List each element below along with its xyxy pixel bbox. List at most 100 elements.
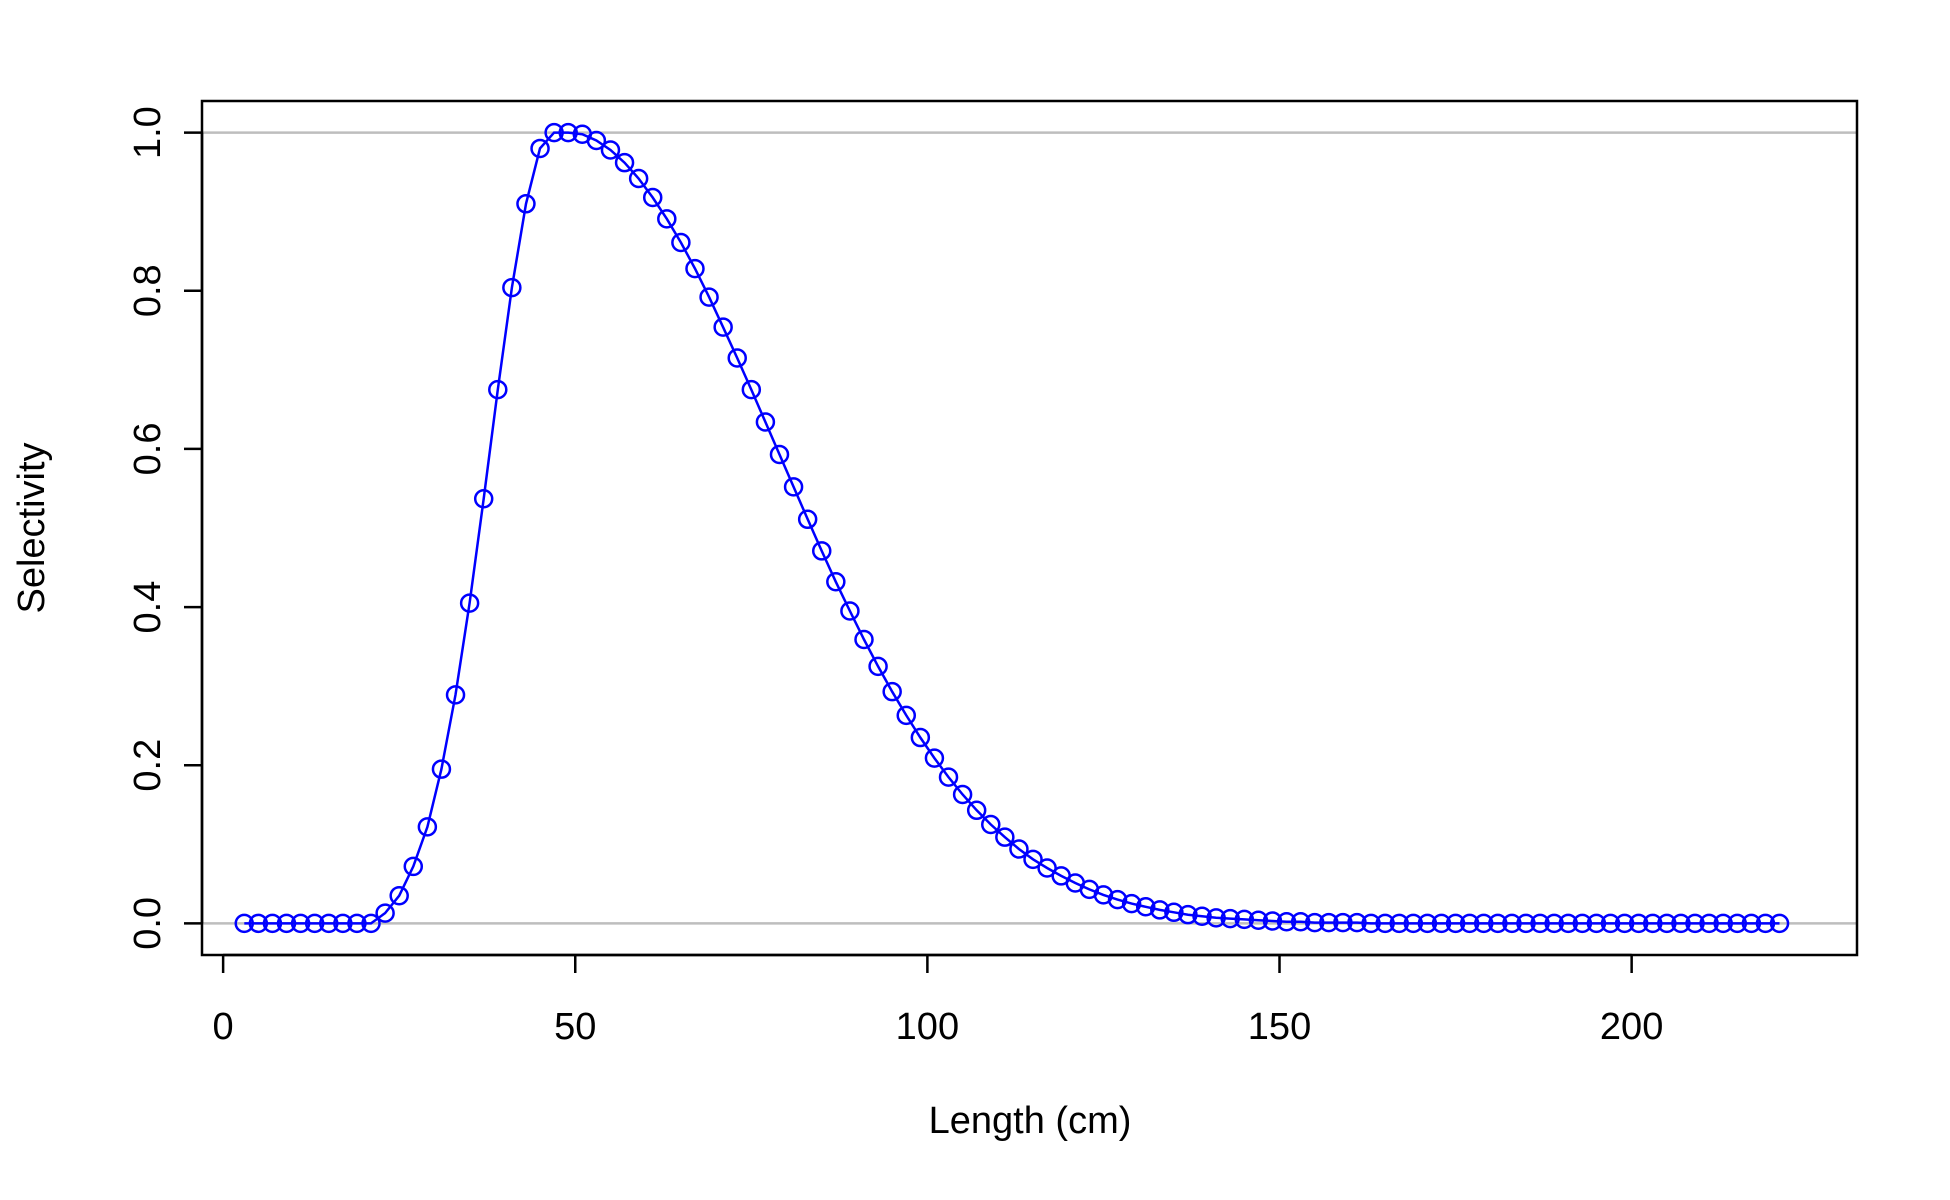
x-tick-label: 0 — [213, 1006, 234, 1048]
data-point — [1459, 913, 1480, 934]
data-point — [304, 913, 325, 934]
y-tick-label: 0.2 — [127, 739, 169, 792]
plot-frame — [200, 99, 1859, 957]
data-point — [1755, 913, 1776, 934]
y-tick-label: 0.4 — [127, 581, 169, 634]
data-point — [558, 122, 578, 143]
data-point — [952, 784, 973, 805]
data-point — [1304, 912, 1325, 933]
data-point — [1488, 913, 1508, 934]
data-point — [1290, 912, 1311, 932]
x-tick-label: 150 — [1248, 1006, 1311, 1048]
data-point — [1164, 902, 1184, 923]
data-point — [1502, 913, 1522, 934]
data-point — [1445, 913, 1466, 934]
data-point — [671, 232, 691, 253]
data-point — [473, 488, 494, 509]
data-point — [290, 913, 311, 934]
data-point — [1727, 913, 1748, 934]
data-point — [1699, 913, 1719, 934]
data-point — [1643, 913, 1663, 934]
data-point — [783, 477, 804, 497]
data-point — [1657, 913, 1677, 934]
data-point — [614, 152, 635, 173]
data-point — [995, 827, 1015, 847]
data-point — [896, 705, 917, 726]
data-point — [319, 913, 339, 934]
data-point — [657, 209, 677, 229]
data-point — [530, 138, 550, 159]
data-point — [1150, 900, 1170, 920]
data-point — [854, 629, 874, 650]
data-point — [389, 885, 409, 906]
y-tick-label: 0.0 — [127, 897, 169, 950]
data-point — [1319, 912, 1339, 933]
data-point — [642, 187, 663, 208]
data-point — [769, 444, 790, 465]
data-point — [1671, 913, 1691, 934]
data-point — [1586, 913, 1607, 934]
x-axis-title: Length (cm) — [929, 1100, 1132, 1142]
data-point — [488, 379, 508, 400]
data-point — [333, 913, 353, 934]
data-point — [276, 913, 297, 934]
data-point — [1347, 912, 1367, 933]
data-point — [741, 379, 762, 400]
data-point — [1206, 908, 1226, 928]
data-point — [234, 913, 255, 934]
x-tick-label: 100 — [896, 1006, 959, 1048]
data-point — [938, 767, 959, 787]
data-point — [361, 913, 381, 934]
data-point — [502, 277, 522, 298]
data-point — [727, 348, 747, 368]
data-point — [403, 856, 424, 877]
series-line — [244, 131, 1780, 925]
data-point — [1192, 906, 1212, 927]
data-point — [431, 759, 452, 779]
data-point — [1403, 913, 1424, 934]
data-point — [1361, 913, 1381, 934]
data-point — [1473, 913, 1494, 934]
data-point — [628, 168, 649, 189]
data-point — [544, 122, 564, 143]
data-point — [1530, 913, 1550, 934]
x-tick-label: 200 — [1600, 1006, 1663, 1048]
x-tick-label: 50 — [554, 1006, 596, 1048]
data-point — [713, 317, 733, 337]
data-point — [755, 412, 776, 432]
data-point — [1178, 904, 1198, 925]
data-point — [248, 913, 269, 934]
data-point — [1389, 913, 1409, 934]
y-tick-label: 1.0 — [127, 106, 169, 159]
data-point — [347, 913, 367, 934]
data-point — [924, 748, 945, 768]
data-point — [868, 656, 888, 677]
data-point — [1023, 849, 1043, 870]
data-point — [1516, 913, 1536, 934]
data-point — [981, 814, 1001, 835]
data-point — [1685, 913, 1705, 934]
data-point — [699, 287, 719, 307]
data-point — [1600, 913, 1621, 934]
data-point — [840, 601, 860, 621]
data-point — [1107, 889, 1128, 910]
data-point — [1614, 913, 1635, 934]
y-tick-label: 0.8 — [127, 264, 169, 317]
data-point — [685, 258, 705, 279]
plot-area: 0 50 100 150 200 0.0 0.2 0.4 0.6 0.8 1.0 — [127, 99, 1859, 1048]
data-point — [1558, 913, 1579, 934]
data-point — [1572, 913, 1593, 934]
data-point — [600, 140, 621, 160]
data-point — [516, 194, 536, 214]
data-point — [910, 727, 931, 748]
data-point — [1121, 893, 1142, 914]
data-point — [882, 681, 902, 702]
data-point — [1544, 913, 1564, 934]
data-point — [1009, 839, 1029, 859]
data-point — [826, 572, 846, 592]
data-point — [797, 509, 818, 530]
data-point — [1769, 913, 1790, 934]
data-point — [586, 130, 607, 151]
data-point — [1417, 913, 1438, 934]
